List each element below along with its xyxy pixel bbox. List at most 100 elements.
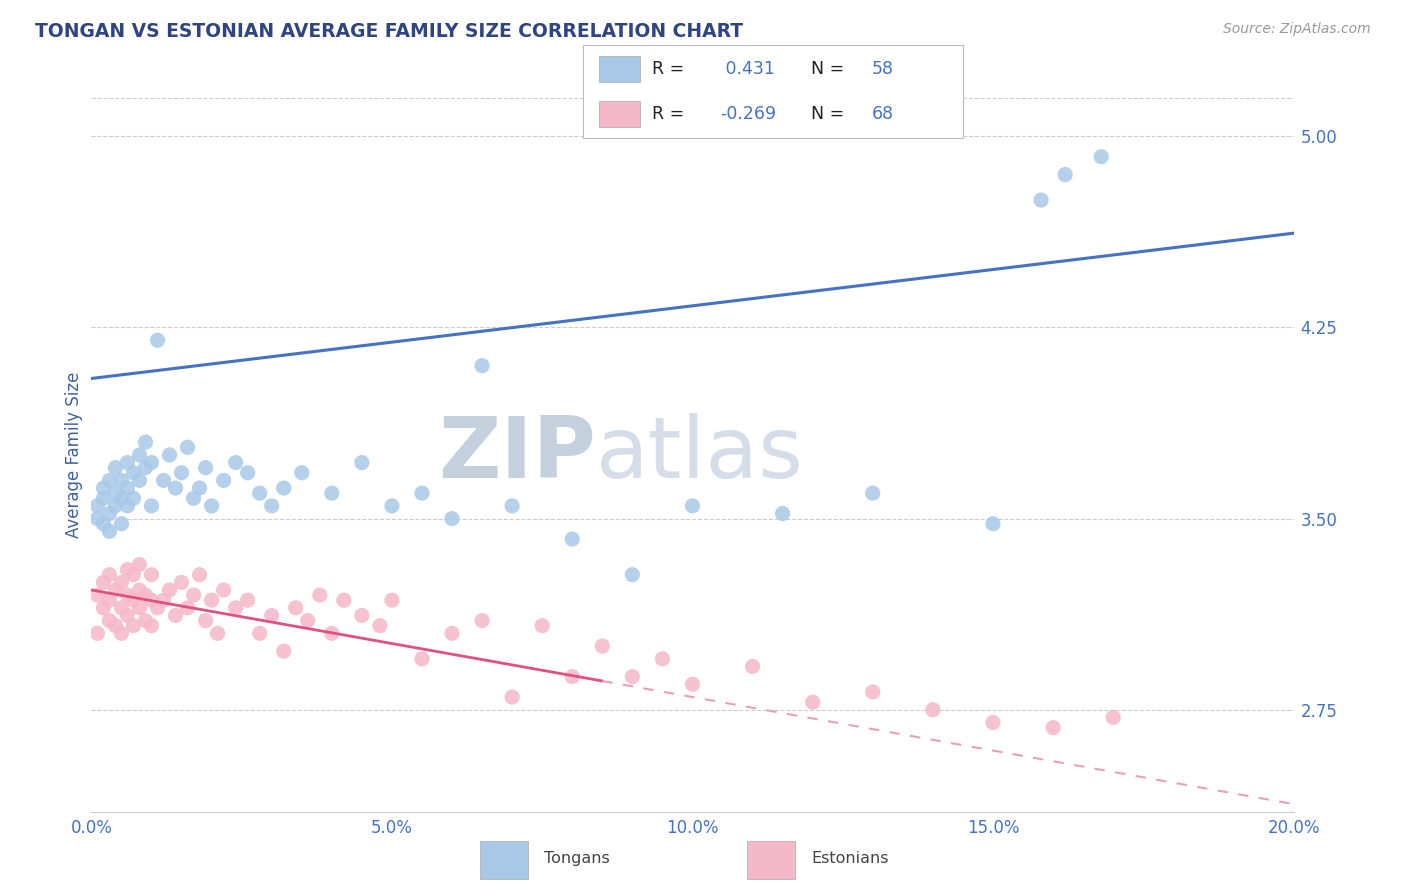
Point bbox=[110, 626, 132, 640]
Point bbox=[110, 491, 132, 506]
Point bbox=[141, 593, 163, 607]
Point bbox=[381, 593, 404, 607]
Point bbox=[531, 618, 554, 632]
Point bbox=[236, 593, 259, 607]
Point bbox=[1029, 193, 1052, 207]
Point bbox=[188, 481, 211, 495]
Point bbox=[368, 618, 391, 632]
Point bbox=[141, 456, 163, 470]
Point bbox=[201, 499, 224, 513]
Text: -0.269: -0.269 bbox=[720, 105, 776, 123]
Point bbox=[176, 600, 198, 615]
Point bbox=[104, 486, 127, 500]
Point bbox=[134, 614, 156, 628]
Point bbox=[411, 652, 433, 666]
Point bbox=[561, 532, 583, 546]
Point bbox=[128, 558, 150, 572]
Text: N =: N = bbox=[811, 105, 851, 123]
Point bbox=[194, 460, 217, 475]
Point bbox=[122, 593, 145, 607]
Text: N =: N = bbox=[811, 60, 851, 78]
Point bbox=[183, 588, 205, 602]
Point bbox=[170, 575, 193, 590]
Point bbox=[651, 652, 673, 666]
Point bbox=[104, 460, 127, 475]
Text: ZIP: ZIP bbox=[439, 413, 596, 497]
Point bbox=[1054, 168, 1077, 182]
Point bbox=[260, 499, 283, 513]
Point bbox=[862, 486, 884, 500]
Point bbox=[981, 516, 1004, 531]
Point bbox=[471, 359, 494, 373]
Point bbox=[440, 511, 463, 525]
Point bbox=[321, 486, 343, 500]
Point bbox=[122, 618, 145, 632]
FancyBboxPatch shape bbox=[479, 841, 529, 879]
Point bbox=[93, 481, 115, 495]
Point bbox=[128, 448, 150, 462]
Point bbox=[772, 507, 794, 521]
Y-axis label: Average Family Size: Average Family Size bbox=[65, 372, 83, 538]
Point bbox=[308, 588, 330, 602]
Point bbox=[104, 618, 127, 632]
Point bbox=[165, 608, 187, 623]
FancyBboxPatch shape bbox=[599, 56, 641, 82]
Point bbox=[501, 499, 523, 513]
Point bbox=[212, 474, 235, 488]
Text: 68: 68 bbox=[872, 105, 894, 123]
Text: atlas: atlas bbox=[596, 413, 804, 497]
Point bbox=[141, 618, 163, 632]
Point bbox=[1090, 150, 1112, 164]
FancyBboxPatch shape bbox=[583, 45, 963, 138]
Point bbox=[1042, 721, 1064, 735]
Point bbox=[225, 456, 247, 470]
Point bbox=[93, 600, 115, 615]
Text: Estonians: Estonians bbox=[811, 851, 889, 866]
Point bbox=[801, 695, 824, 709]
Point bbox=[141, 567, 163, 582]
Point bbox=[411, 486, 433, 500]
Point bbox=[212, 582, 235, 597]
Point bbox=[110, 474, 132, 488]
Point bbox=[159, 582, 181, 597]
Point bbox=[93, 516, 115, 531]
Point bbox=[273, 481, 295, 495]
Point bbox=[981, 715, 1004, 730]
Point bbox=[117, 499, 139, 513]
Text: Tongans: Tongans bbox=[544, 851, 610, 866]
Point bbox=[128, 582, 150, 597]
Point bbox=[471, 614, 494, 628]
Point bbox=[146, 600, 169, 615]
Point bbox=[176, 440, 198, 454]
Point bbox=[86, 626, 108, 640]
Point bbox=[98, 507, 121, 521]
Point bbox=[225, 600, 247, 615]
Point bbox=[188, 567, 211, 582]
Point bbox=[741, 659, 763, 673]
Point bbox=[117, 481, 139, 495]
Point bbox=[98, 593, 121, 607]
Point bbox=[201, 593, 224, 607]
Point bbox=[104, 582, 127, 597]
Point bbox=[134, 588, 156, 602]
Point bbox=[862, 685, 884, 699]
Point bbox=[122, 466, 145, 480]
Text: R =: R = bbox=[652, 105, 689, 123]
Point bbox=[621, 670, 644, 684]
FancyBboxPatch shape bbox=[747, 841, 796, 879]
FancyBboxPatch shape bbox=[599, 101, 641, 127]
Point bbox=[273, 644, 295, 658]
Point bbox=[333, 593, 356, 607]
Point bbox=[122, 491, 145, 506]
Point bbox=[440, 626, 463, 640]
Point bbox=[98, 614, 121, 628]
Point bbox=[159, 448, 181, 462]
Text: 0.431: 0.431 bbox=[720, 60, 775, 78]
Point bbox=[134, 435, 156, 450]
Point bbox=[249, 626, 271, 640]
Point bbox=[110, 575, 132, 590]
Point bbox=[152, 593, 174, 607]
Point bbox=[146, 333, 169, 347]
Text: 58: 58 bbox=[872, 60, 894, 78]
Point bbox=[104, 499, 127, 513]
